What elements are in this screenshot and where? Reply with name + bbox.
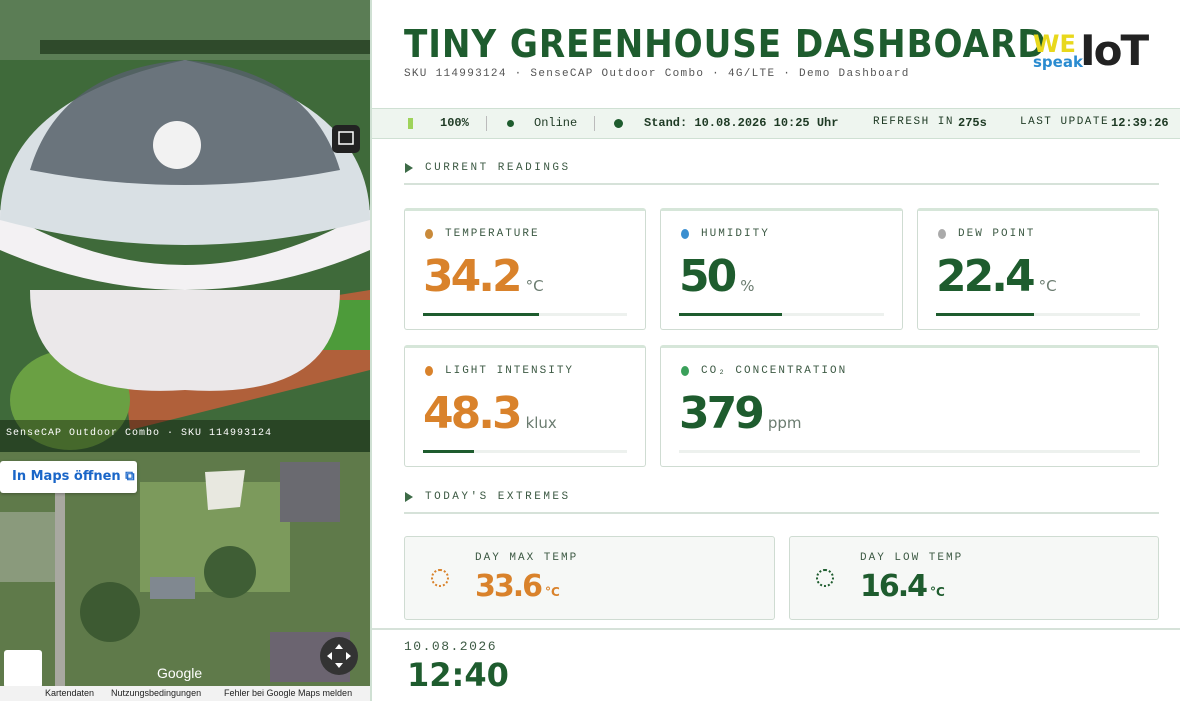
logo-we: WE: [1033, 30, 1076, 58]
reading-bar-track: [936, 313, 1140, 316]
reading-label: TEMPERATURE: [445, 228, 540, 240]
reading-icon: [938, 229, 946, 239]
reading-bar: [423, 313, 540, 316]
map-link[interactable]: Nutzungsbedingungen: [111, 688, 202, 698]
refresh-label: REFRESH IN: [873, 116, 955, 128]
reading-bar-track: [423, 313, 627, 316]
reading-value: 379: [679, 388, 765, 439]
reading-card: DEW POINT 22.4 °C: [917, 208, 1159, 330]
battery-icon: [408, 118, 413, 129]
reading-value-box: 22.4 °C: [936, 251, 1057, 302]
reading-unit: °C: [1038, 277, 1057, 295]
section-title: TODAY'S EXTREMES: [425, 491, 571, 503]
section-marker: [405, 163, 413, 173]
extreme-value: 16.4: [860, 569, 928, 604]
update-label: LAST UPDATE: [1020, 116, 1110, 128]
reading-value: 48.3: [423, 388, 523, 439]
refresh-value: 275s: [958, 116, 987, 130]
extreme-icon: [431, 569, 449, 587]
open-maps-button[interactable]: In Maps öffnen ⧉: [0, 461, 137, 493]
reading-card: LIGHT INTENSITY 48.3 klux: [404, 345, 646, 467]
button-label: In Maps öffnen: [12, 469, 121, 484]
extreme-icon: [816, 569, 834, 587]
stand: Stand: 10.08.2026 10:25 Uhr: [644, 116, 839, 130]
extreme-value-box: 16.4 °C: [860, 569, 945, 604]
date: 10.08.2026: [404, 639, 498, 654]
reading-value: 22.4: [936, 251, 1036, 302]
reading-unit: %: [740, 277, 755, 295]
reading-value-box: 34.2 °C: [423, 251, 544, 302]
online-dot: [507, 120, 514, 127]
section-title: CURRENT READINGS: [425, 162, 571, 174]
section-marker: [405, 492, 413, 502]
update-value: 12:39:26: [1111, 116, 1169, 130]
reading-bar-track: [423, 450, 627, 453]
reading-icon: [425, 366, 433, 376]
reading-icon: [681, 229, 689, 239]
extreme-label: DAY MAX TEMP: [475, 552, 579, 564]
photo-caption: SenseCAP Outdoor Combo · SKU 114993124: [6, 428, 273, 439]
reading-bar: [679, 313, 782, 316]
reading-label: CO₂ CONCENTRATION: [701, 365, 848, 377]
map-link[interactable]: Fehler bei Google Maps melden: [224, 688, 353, 698]
connection: Online: [534, 116, 578, 130]
reading-card: HUMIDITY 50%: [660, 208, 903, 330]
reading-value-box: 48.3 klux: [423, 388, 557, 439]
reading-value-box: 379 ppm: [679, 388, 802, 439]
extreme-unit: °C: [545, 585, 560, 599]
reading-value: 34.2: [423, 251, 523, 302]
reading-label: LIGHT INTENSITY: [445, 365, 575, 377]
reading-icon: [425, 229, 433, 239]
extreme-value: 33.6: [475, 569, 543, 604]
status-bar: 100% Online Stand: 10.08.2026 10:25 Uhr …: [372, 108, 1180, 139]
reading-bar: [423, 450, 474, 453]
title: TINY GREENHOUSE DASHBOARD: [404, 22, 1047, 66]
extreme-card: DAY LOW TEMP 16.4 °C: [789, 536, 1159, 620]
google-logo: Google: [157, 665, 203, 681]
logo-iot: IoT: [1080, 26, 1149, 75]
divider: [370, 0, 372, 701]
extreme-unit: °C: [930, 585, 945, 599]
reading-label: DEW POINT: [958, 228, 1036, 240]
reading-unit: klux: [525, 414, 557, 432]
stand-dot: [614, 119, 623, 128]
reading-label: HUMIDITY: [701, 228, 770, 240]
map: [0, 452, 370, 701]
reading-card: TEMPERATURE 34.2 °C: [404, 208, 646, 330]
battery: 100%: [440, 116, 469, 130]
reading-bar: [936, 313, 1034, 316]
extreme-card: DAY MAX TEMP 33.6 °C: [404, 536, 775, 620]
subtitle: SKU 114993124 · SenseCAP Outdoor Combo ·…: [404, 68, 910, 80]
reading-card: CO₂ CONCENTRATION 379 ppm: [660, 345, 1159, 467]
reading-bar-track: [679, 450, 1140, 453]
reading-bar-track: [679, 313, 884, 316]
reading-value: 50: [679, 251, 737, 302]
reading-unit: ppm: [767, 414, 802, 432]
reading-value-box: 50%: [679, 251, 755, 302]
extreme-label: DAY LOW TEMP: [860, 552, 964, 564]
map-link[interactable]: Kartendaten: [45, 688, 95, 698]
reading-icon: [681, 366, 689, 376]
logo-speak: speak: [1033, 53, 1083, 71]
reading-unit: °C: [525, 277, 544, 295]
extreme-value-box: 33.6 °C: [475, 569, 560, 604]
clock: 12:40: [407, 656, 509, 694]
camera-photo: [0, 0, 370, 452]
